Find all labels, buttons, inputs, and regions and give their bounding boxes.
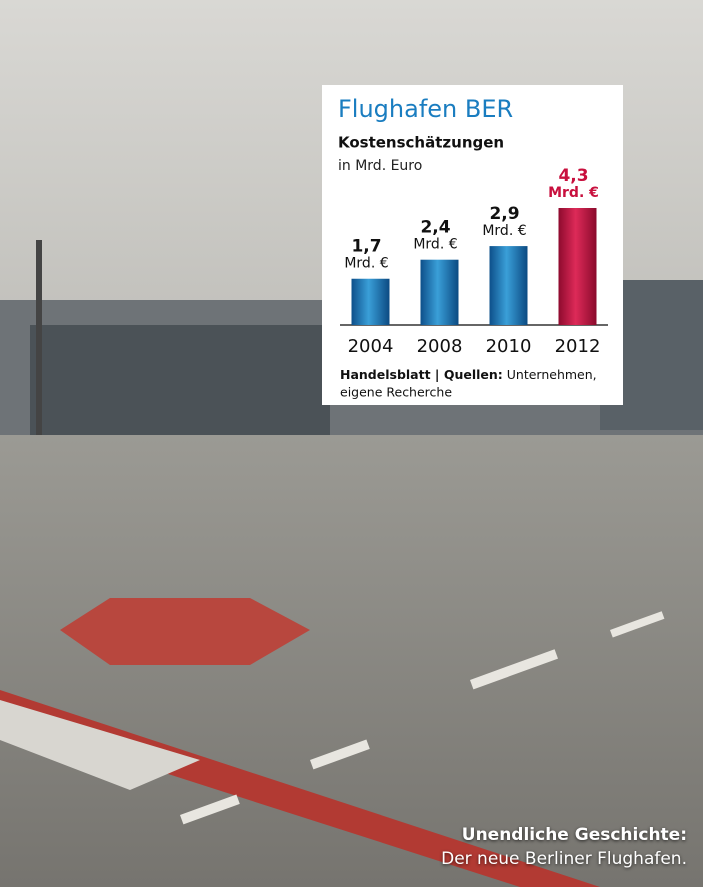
chart-title: Flughafen BER (338, 95, 513, 123)
source-text: Unternehmen, (507, 367, 597, 382)
x-tick-label: 2010 (486, 336, 532, 357)
page: Flughafen BER Kostenschätzungen in Mrd. … (0, 0, 703, 887)
chart-subtitle: Kostenschätzungen (338, 134, 504, 152)
scene: Flughafen BER Kostenschätzungen in Mrd. … (0, 0, 703, 887)
x-tick-label: 2012 (555, 336, 601, 357)
value-label: 1,7 (351, 237, 381, 257)
x-tick-label: 2004 (348, 336, 394, 357)
value-unit: Mrd. € (548, 185, 599, 201)
caption-text: Der neue Berliner Flughafen. (441, 849, 687, 869)
caption: Unendliche Geschichte: Der neue Berliner… (427, 823, 687, 871)
value-unit: Mrd. € (482, 223, 526, 239)
value-label: 4,3 (558, 166, 588, 186)
value-unit: Mrd. € (413, 237, 457, 253)
bar (421, 260, 459, 325)
value-unit: Mrd. € (344, 256, 388, 272)
unit-note: in Mrd. Euro (338, 158, 422, 174)
source: Handelsblatt | Quellen: Unternehmen, (340, 367, 597, 382)
source-label: Handelsblatt | Quellen: (340, 367, 503, 382)
source-text: eigene Recherche (340, 385, 452, 400)
bar (352, 279, 390, 325)
value-label: 2,9 (489, 204, 519, 224)
value-label: 2,4 (420, 218, 450, 238)
bar (490, 246, 528, 325)
caption-label: Unendliche Geschichte: (462, 825, 687, 845)
x-tick-label: 2008 (417, 336, 463, 357)
bar (559, 208, 597, 325)
